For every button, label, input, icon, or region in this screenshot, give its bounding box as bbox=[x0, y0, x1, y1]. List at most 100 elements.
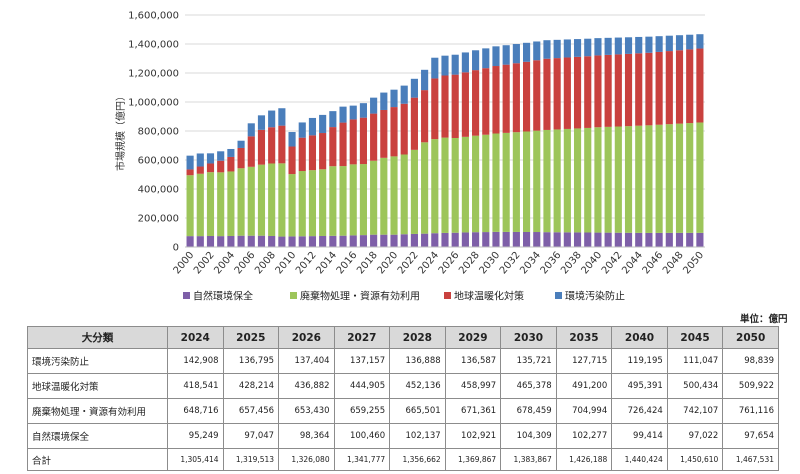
bar-segment bbox=[237, 235, 245, 247]
table-cell: 465,378 bbox=[500, 373, 557, 399]
x-tick-label: 2008 bbox=[253, 250, 278, 277]
bar-segment bbox=[584, 38, 592, 57]
bar-segment bbox=[308, 170, 317, 237]
bar-segment bbox=[319, 235, 327, 247]
bar-segment bbox=[349, 235, 357, 247]
table-cell: 509,922 bbox=[722, 373, 779, 399]
bar-segment bbox=[329, 111, 337, 128]
table-header-year: 2025 bbox=[222, 326, 280, 349]
bar-segment bbox=[206, 172, 215, 236]
x-tick-label: 2046 bbox=[641, 250, 666, 277]
bar-segment bbox=[472, 70, 480, 136]
bar-segment bbox=[594, 55, 602, 128]
bar-segment bbox=[696, 232, 704, 247]
bar-segment bbox=[441, 55, 449, 76]
bar-segment bbox=[502, 132, 510, 232]
y-tick-label: 600,000 bbox=[138, 156, 179, 167]
bar-segment bbox=[380, 109, 388, 158]
bar-segment bbox=[686, 34, 694, 50]
bar-segment bbox=[441, 137, 449, 233]
bar-segment bbox=[257, 235, 266, 247]
table-cell: 704,994 bbox=[555, 398, 613, 424]
bar-segment bbox=[533, 232, 541, 247]
bar-segment bbox=[553, 129, 561, 233]
table-row: 廃棄物処理・資源有効利用 648,716 657,456 653,430 659,255… bbox=[27, 398, 779, 424]
table-cell: 1,305,414 bbox=[167, 448, 224, 471]
bar-segment bbox=[624, 232, 633, 247]
x-tick-label: 2048 bbox=[661, 250, 686, 277]
table-cell: 742,107 bbox=[666, 398, 724, 424]
legend-label: 自然環境保全 bbox=[193, 290, 253, 303]
table-cell: 1,341,777 bbox=[333, 448, 391, 471]
bar-segment bbox=[308, 135, 317, 171]
bar-segment bbox=[257, 129, 266, 165]
bar-segment bbox=[206, 235, 215, 247]
table-cell: 671,361 bbox=[444, 398, 502, 424]
bar-segment bbox=[696, 122, 704, 233]
bar-segment bbox=[482, 68, 490, 135]
bar-segment bbox=[431, 233, 439, 247]
table-cell: 495,391 bbox=[611, 373, 668, 399]
x-tick-label: 2016 bbox=[335, 250, 360, 277]
bar-segment bbox=[533, 60, 541, 131]
table-header-year: 2028 bbox=[389, 326, 446, 349]
bar-segment bbox=[584, 127, 592, 233]
bar-segment bbox=[614, 232, 622, 247]
x-tick-label: 2028 bbox=[457, 250, 482, 277]
bar-segment bbox=[431, 78, 439, 140]
bar-segment bbox=[563, 39, 571, 58]
table-cell: 659,255 bbox=[333, 398, 391, 424]
bar-segment bbox=[421, 90, 429, 143]
bar-segment bbox=[563, 232, 571, 247]
bar-segment bbox=[186, 175, 194, 237]
bar-segment bbox=[686, 49, 694, 124]
bar-segment bbox=[624, 37, 633, 54]
table-cell: 97,022 bbox=[666, 423, 724, 449]
y-tick-label: 200,000 bbox=[138, 214, 179, 225]
bar-segment bbox=[390, 89, 398, 108]
table-cell: 452,136 bbox=[389, 373, 446, 399]
bar-segment bbox=[206, 153, 215, 164]
bar-segment bbox=[349, 119, 357, 165]
table-cell: 428,214 bbox=[222, 373, 280, 399]
bar-segment bbox=[594, 127, 602, 233]
bar-segment bbox=[339, 166, 347, 236]
bar-segment bbox=[553, 39, 561, 59]
x-tick-label: 2040 bbox=[579, 250, 604, 277]
bar-segment bbox=[278, 236, 286, 247]
table-total-row: 合計 1,305,414 1,319,513 1,326,080 1,341,777 1,… bbox=[27, 448, 779, 471]
bar-segment bbox=[247, 136, 255, 167]
x-tick-label: 2014 bbox=[314, 250, 339, 277]
bar-segment bbox=[298, 122, 306, 138]
table-row-label: 廃棄物処理・資源有効利用 bbox=[27, 398, 168, 424]
bar-segment bbox=[278, 125, 286, 164]
bar-segment bbox=[237, 140, 245, 148]
bar-segment bbox=[227, 235, 235, 247]
bar-segment bbox=[380, 92, 388, 110]
bar-segment bbox=[319, 169, 327, 236]
y-tick-label: 400,000 bbox=[138, 185, 179, 196]
bar-segment bbox=[217, 151, 225, 161]
bar-segment bbox=[339, 235, 347, 247]
table-cell: 136,888 bbox=[389, 348, 446, 374]
table-body: 環境汚染防止 142,908 136,795 137,404 137,157 136,88… bbox=[27, 348, 779, 471]
table-cell: 1,319,513 bbox=[222, 448, 280, 471]
bar-segment bbox=[288, 174, 296, 237]
bar-segment bbox=[604, 54, 612, 127]
bar-segment bbox=[268, 235, 276, 247]
bar-segment bbox=[472, 232, 480, 247]
bar-segment bbox=[594, 232, 602, 247]
x-tick-label: 2010 bbox=[274, 250, 299, 277]
bar-segment bbox=[451, 54, 459, 75]
table-cell: 657,456 bbox=[222, 398, 280, 424]
table-cell: 1,356,662 bbox=[389, 448, 446, 471]
bar-segment bbox=[288, 132, 296, 147]
bar-segment bbox=[278, 108, 286, 126]
x-tick-label: 2032 bbox=[498, 250, 523, 277]
bar-segment bbox=[298, 236, 306, 247]
bar-segment bbox=[196, 166, 204, 174]
table-cell: 98,839 bbox=[722, 348, 779, 374]
y-tick-label: 1,000,000 bbox=[128, 98, 179, 109]
table-cell: 1,440,424 bbox=[611, 448, 668, 471]
table-cell: 136,795 bbox=[222, 348, 280, 374]
